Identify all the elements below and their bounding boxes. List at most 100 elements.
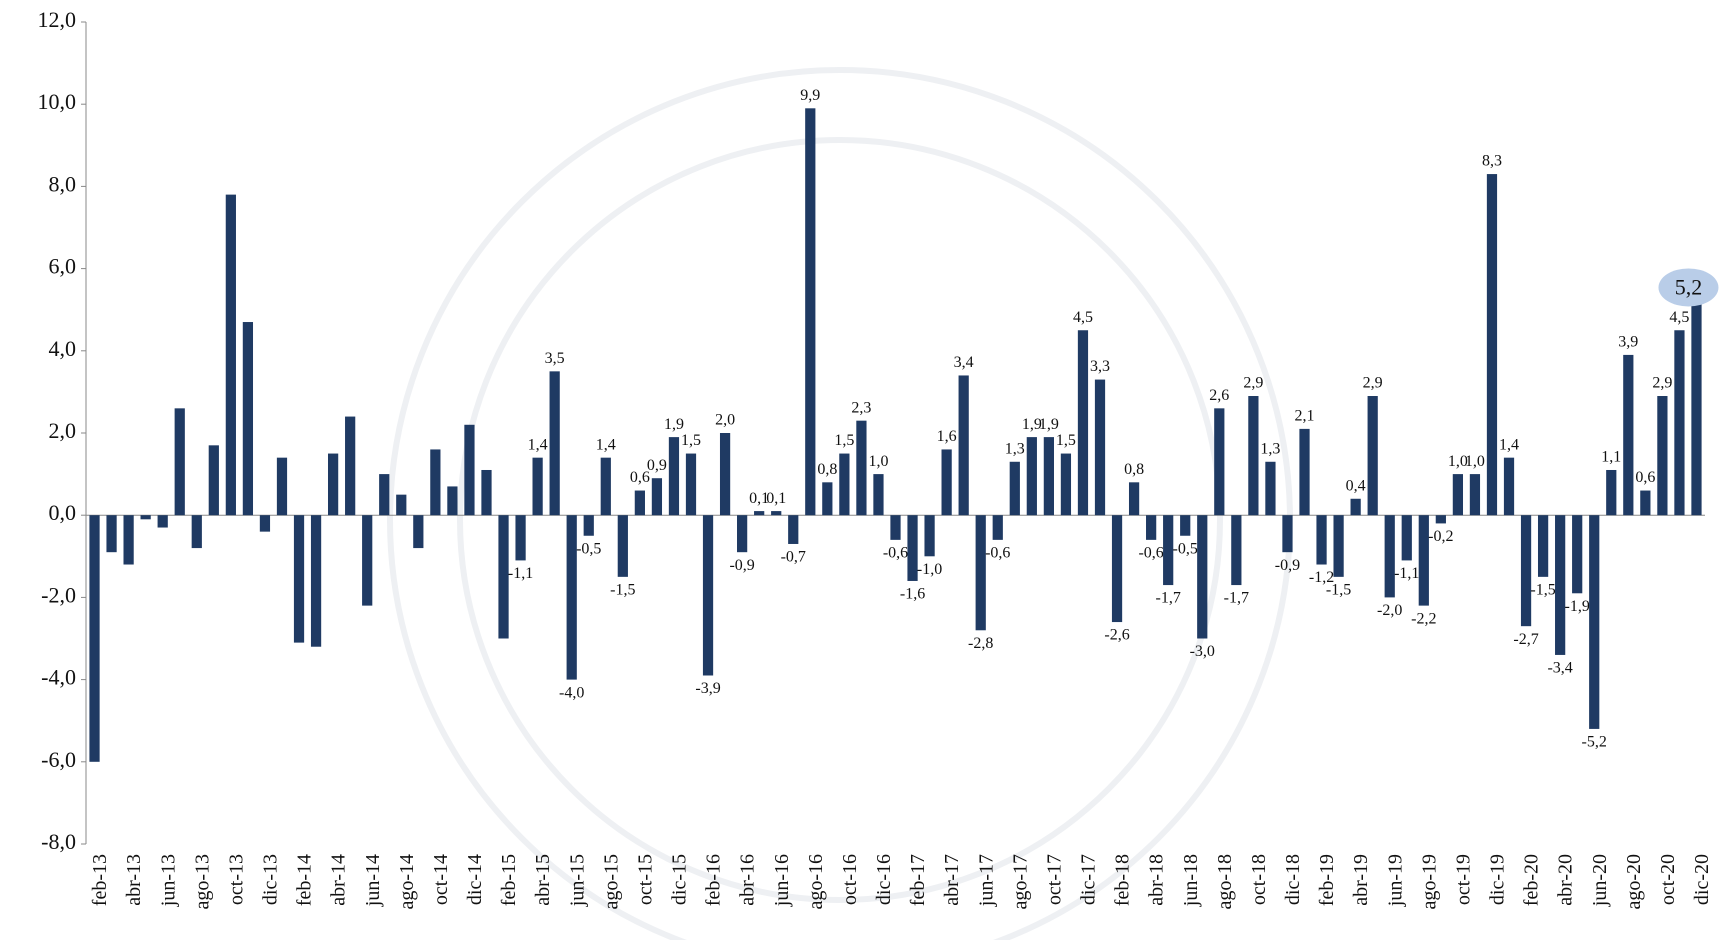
bar bbox=[174, 408, 185, 516]
value-label: -1,5 bbox=[1326, 582, 1351, 599]
bar bbox=[975, 515, 986, 631]
x-tick-label: ago-17 bbox=[1009, 854, 1031, 910]
x-tick-label: abr-20 bbox=[1555, 854, 1577, 906]
highlight bbox=[1658, 268, 1719, 307]
bar bbox=[396, 494, 407, 516]
x-tick-label: dic-17 bbox=[1078, 854, 1100, 905]
bar bbox=[992, 515, 1003, 540]
value-label: 1,6 bbox=[937, 428, 957, 445]
x-tick-label: feb-17 bbox=[907, 854, 929, 906]
y-tick-label: 6,0 bbox=[49, 254, 77, 279]
x-tick-label: feb-13 bbox=[89, 854, 111, 906]
value-label: 1,0 bbox=[1465, 453, 1485, 470]
bar bbox=[890, 515, 901, 540]
value-label: -1,9 bbox=[1565, 598, 1590, 615]
bar bbox=[157, 515, 168, 528]
value-label: 0,9 bbox=[647, 457, 667, 474]
value-label: 0,8 bbox=[817, 461, 837, 478]
bar bbox=[1265, 461, 1276, 516]
x-tick-label: jun-20 bbox=[1589, 854, 1611, 907]
bar bbox=[242, 322, 254, 516]
bar bbox=[1248, 396, 1259, 516]
value-label: 8,3 bbox=[1482, 153, 1502, 170]
bar bbox=[634, 490, 645, 516]
bar bbox=[1077, 330, 1089, 516]
bar bbox=[1111, 515, 1123, 623]
bar bbox=[1555, 515, 1566, 655]
value-label: 1,5 bbox=[834, 432, 854, 449]
value-label: 0,6 bbox=[630, 469, 650, 486]
x-tick-label: jun-13 bbox=[157, 854, 179, 907]
value-label: 3,3 bbox=[1090, 358, 1110, 375]
bar bbox=[1520, 515, 1532, 627]
bar bbox=[924, 515, 935, 557]
value-label: 1,9 bbox=[1039, 416, 1059, 433]
x-tick-label: ago-19 bbox=[1418, 854, 1440, 910]
value-label: -3,9 bbox=[695, 680, 720, 697]
value-label: 2,3 bbox=[851, 399, 871, 416]
y-tick-label: 8,0 bbox=[49, 171, 77, 196]
value-label: 1,5 bbox=[681, 432, 701, 449]
bar bbox=[1316, 515, 1327, 565]
y-tick-label: -8,0 bbox=[41, 829, 76, 854]
value-label: -1,6 bbox=[900, 586, 925, 603]
bar bbox=[668, 437, 680, 516]
value-label: 3,9 bbox=[1618, 334, 1638, 351]
bar bbox=[1640, 490, 1651, 516]
value-label: 2,9 bbox=[1363, 375, 1383, 392]
y-tick-label: -4,0 bbox=[41, 665, 76, 690]
bar bbox=[805, 108, 816, 516]
value-label: -2,6 bbox=[1104, 627, 1129, 644]
value-label: -0,5 bbox=[576, 540, 601, 557]
x-tick-label: ago-20 bbox=[1623, 854, 1645, 910]
x-tick-label: jun-14 bbox=[362, 854, 384, 907]
bar bbox=[362, 515, 373, 606]
bar bbox=[1214, 408, 1225, 516]
x-tick-label: feb-16 bbox=[703, 854, 725, 906]
bar bbox=[1043, 437, 1054, 516]
x-tick-label: oct-19 bbox=[1452, 854, 1474, 905]
x-tick-label: jun-17 bbox=[975, 854, 997, 907]
value-label: 1,9 bbox=[664, 416, 684, 433]
value-label: 0,8 bbox=[1124, 461, 1144, 478]
value-label: 0,6 bbox=[1635, 469, 1655, 486]
value-label: 1,9 bbox=[1022, 416, 1042, 433]
x-tick-label: abr-16 bbox=[737, 854, 759, 906]
value-label: 3,5 bbox=[545, 350, 565, 367]
bar bbox=[1299, 428, 1310, 516]
value-label: -5,2 bbox=[1582, 734, 1607, 751]
x-tick-label: abr-18 bbox=[1146, 854, 1168, 906]
bar bbox=[583, 515, 594, 536]
x-tick-label: oct-14 bbox=[430, 854, 452, 905]
x-tick-label: jun-16 bbox=[771, 854, 793, 907]
x-tick-label: feb-19 bbox=[1316, 854, 1338, 906]
value-label: 9,9 bbox=[800, 87, 820, 104]
value-label: -3,4 bbox=[1547, 660, 1572, 677]
bar bbox=[123, 515, 134, 565]
bar bbox=[1163, 515, 1174, 586]
value-label: 2,1 bbox=[1295, 408, 1315, 425]
bar bbox=[1146, 515, 1157, 540]
bar bbox=[140, 515, 151, 520]
bar bbox=[498, 515, 509, 639]
bar bbox=[1606, 469, 1617, 516]
value-label: -2,7 bbox=[1513, 631, 1538, 648]
y-tick-label: 4,0 bbox=[49, 336, 77, 361]
bar bbox=[310, 515, 322, 647]
x-tick-label: feb-20 bbox=[1521, 854, 1543, 906]
x-tick-label: jun-18 bbox=[1180, 854, 1202, 907]
x-tick-label: dic-19 bbox=[1487, 854, 1509, 905]
y-tick-label: -6,0 bbox=[41, 747, 76, 772]
bar bbox=[345, 416, 356, 516]
bar bbox=[1623, 354, 1634, 516]
value-label: 2,0 bbox=[715, 412, 735, 429]
x-tick-label: abr-19 bbox=[1350, 854, 1372, 906]
x-tick-label: dic-18 bbox=[1282, 854, 1304, 905]
bar bbox=[464, 424, 475, 516]
value-label: 4,5 bbox=[1669, 309, 1689, 326]
bar bbox=[1231, 515, 1242, 586]
bar bbox=[737, 515, 748, 553]
value-label: -1,7 bbox=[1156, 590, 1181, 607]
bar bbox=[276, 457, 288, 516]
